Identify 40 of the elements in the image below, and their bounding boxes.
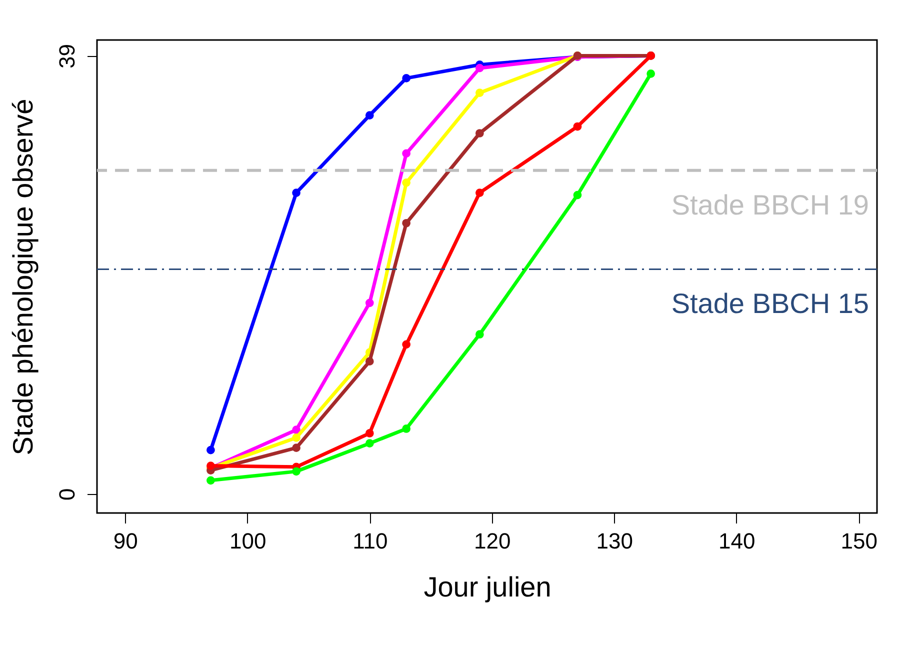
point [292, 444, 300, 452]
x-tick-label: 90 [113, 528, 138, 554]
point [292, 434, 300, 442]
ref-line-label: Stade BBCH 15 [671, 288, 869, 320]
point [365, 429, 374, 438]
x-axis-title: Jour julien [424, 572, 552, 602]
point [206, 446, 215, 454]
point [475, 64, 484, 72]
point [475, 188, 484, 197]
point [365, 111, 374, 120]
point [365, 357, 374, 366]
point [402, 149, 410, 158]
point [206, 462, 215, 470]
point [573, 122, 582, 131]
point [475, 88, 484, 97]
point [402, 218, 410, 228]
point [402, 74, 410, 82]
point [573, 190, 582, 200]
point [365, 298, 374, 308]
point [402, 424, 410, 433]
point [402, 178, 410, 187]
x-tick-label: 150 [840, 528, 878, 554]
point [292, 188, 300, 197]
point [292, 426, 300, 434]
point [365, 439, 374, 448]
point [206, 476, 215, 485]
y-tick-label: 39 [54, 44, 80, 68]
point [402, 340, 410, 349]
x-tick-label: 100 [230, 528, 266, 554]
x-tick-label: 130 [596, 528, 634, 554]
x-tick-label: 140 [718, 528, 756, 554]
point [475, 330, 484, 339]
x-tick-label: 110 [352, 528, 388, 554]
point [292, 467, 300, 476]
x-tick-label: 120 [474, 528, 511, 554]
point [646, 70, 656, 78]
ref-line-label: Stade BBCH 19 [671, 189, 869, 220]
y-tick-label: 0 [54, 488, 80, 501]
y-axis-title: Stade phénologique observé [8, 98, 38, 456]
point [475, 129, 484, 138]
